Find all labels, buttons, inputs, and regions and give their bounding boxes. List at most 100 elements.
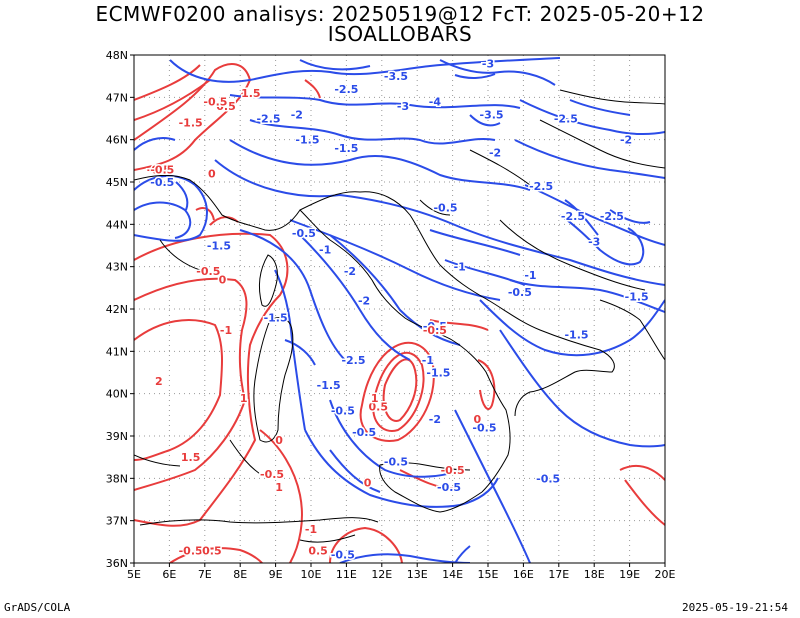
contour-label: -1 (454, 261, 466, 274)
contour-label: -1 (319, 244, 331, 257)
contour-label: -1 (220, 324, 232, 337)
contour-label: -2.5 (341, 354, 365, 367)
contour-label: -0.5 (203, 96, 227, 109)
contour-label: -0.5 (352, 426, 376, 439)
lat-tick-label: 46N (106, 134, 128, 147)
contour-label: -2.5 (334, 83, 358, 96)
lat-tick-label: 44N (106, 218, 128, 231)
contour-label: -2 (620, 134, 632, 147)
lat-tick-label: 36N (106, 557, 128, 570)
lon-tick-label: 16E (513, 568, 534, 581)
lon-tick-label: 17E (548, 568, 569, 581)
lon-tick-label: 14E (442, 568, 463, 581)
contour-label: -0.5 (423, 324, 447, 337)
lat-tick-label: 42N (106, 303, 128, 316)
contour-label: 1 (240, 392, 248, 405)
contour-label: -0.5 (292, 227, 316, 240)
lon-tick-label: 7E (198, 568, 212, 581)
run-timestamp: 2025-05-19-21:54 (682, 601, 788, 614)
contour-label: -3.5 (480, 108, 504, 121)
lon-tick-label: 18E (584, 568, 605, 581)
lat-tick-label: 48N (106, 49, 128, 62)
contour-label: -1 (422, 354, 434, 367)
lon-tick-label: 13E (407, 568, 428, 581)
contour-label: -0.5 (437, 481, 461, 494)
contour-label: -1.5 (207, 240, 231, 253)
lat-tick-label: 45N (106, 176, 128, 189)
contour-label: -2 (344, 265, 356, 278)
lon-tick-label: 6E (162, 568, 176, 581)
contour-label: -0.5 (472, 422, 496, 435)
contour-label: -0.5 (331, 549, 355, 562)
contour-label: 0 (219, 273, 227, 286)
contour-label: -1.5 (625, 290, 649, 303)
lat-tick-label: 47N (106, 91, 128, 104)
contour-label: -1 (305, 523, 317, 536)
lon-tick-label: 5E (127, 568, 141, 581)
contour-label: 0.5 (216, 100, 236, 113)
contour-label: 1 (275, 481, 283, 494)
lat-tick-label: 41N (106, 345, 128, 358)
negative-contours (134, 57, 665, 563)
grads-credit: GrADS/COLA (4, 601, 71, 614)
lon-tick-label: 12E (371, 568, 392, 581)
contour-label: -2 (429, 413, 441, 426)
contour-label: -0.5 (150, 163, 174, 176)
contour-label: -3 (397, 100, 409, 113)
contour-label: -1.5 (264, 311, 288, 324)
coastlines (134, 89, 665, 543)
contour-label: 0 (474, 413, 482, 426)
contour-label: -0.5 (423, 320, 447, 333)
map-subtitle: ISOALLOBARS (327, 22, 473, 46)
contour-label: -2 (489, 146, 501, 159)
axis-ticks: 5E 6E 7E 8E 9E 10E 11E 12E 13E 14E 15E 16E 17E 18E 19E… (106, 49, 676, 581)
contour-label: 2 (155, 375, 163, 388)
contour-label: -0.5 (196, 265, 220, 278)
contour-label: 1.5 (241, 87, 261, 100)
contour-label: -0.5 (384, 455, 408, 468)
contour-label: -0.5 (508, 286, 532, 299)
contour-label: -0.5 (536, 472, 560, 485)
lat-tick-label: 40N (106, 388, 128, 401)
contour-label: 0 (364, 477, 372, 490)
contour-label: 0.5 (202, 544, 222, 557)
contour-label: -4 (429, 96, 442, 109)
contour-label: 1 (371, 392, 379, 405)
contour-label: -2.5 (554, 113, 578, 126)
lon-tick-label: 9E (269, 568, 283, 581)
contour-label: -2.5 (600, 210, 624, 223)
contour-label: -0.5 (260, 468, 284, 481)
contour-label: -2 (291, 108, 303, 121)
map-title: ECMWF0200 analisys: 20250519@12 FcT: 202… (95, 2, 705, 26)
contour-label: -2.5 (256, 113, 280, 126)
contour-label: -1.5 (179, 117, 203, 130)
contour-label: -3 (588, 235, 600, 248)
contour-label: -2.5 (529, 180, 553, 193)
contour-label: -0.5 (441, 464, 465, 477)
lat-tick-label: 37N (106, 515, 128, 528)
lon-tick-label: 10E (301, 568, 322, 581)
lon-tick-label: 15E (478, 568, 499, 581)
lon-tick-label: 11E (336, 568, 357, 581)
contour-label: 0 (275, 434, 283, 447)
lon-tick-label: 20E (655, 568, 676, 581)
contour-label: -0.5 (150, 176, 174, 189)
contour-label: -0.5 (433, 201, 457, 214)
contour-label: -0.5 (147, 163, 171, 176)
contour-label: 0 (208, 168, 216, 181)
contour-label: -1.5 (295, 134, 319, 147)
contour-label: -0.5 (331, 405, 355, 418)
lat-tick-label: 43N (106, 261, 128, 274)
contour-label: -0.5 (179, 544, 203, 557)
contour-label: -1.5 (317, 379, 341, 392)
contour-label: -3.5 (384, 70, 408, 83)
contour-label: 0.5 (369, 400, 389, 413)
contour-label: 0.5 (308, 544, 328, 557)
contour-label: -3 (482, 57, 494, 70)
contour-label: -1.5 (564, 328, 588, 341)
lat-tick-label: 39N (106, 430, 128, 443)
contour-label: -2 (358, 295, 370, 308)
contour-labels: -2.5 -2-1.5-3.5-2.5-3 -4-3-3.5 -2.5-2-1.5 -2… (145, 56, 650, 563)
lon-tick-label: 19E (619, 568, 640, 581)
